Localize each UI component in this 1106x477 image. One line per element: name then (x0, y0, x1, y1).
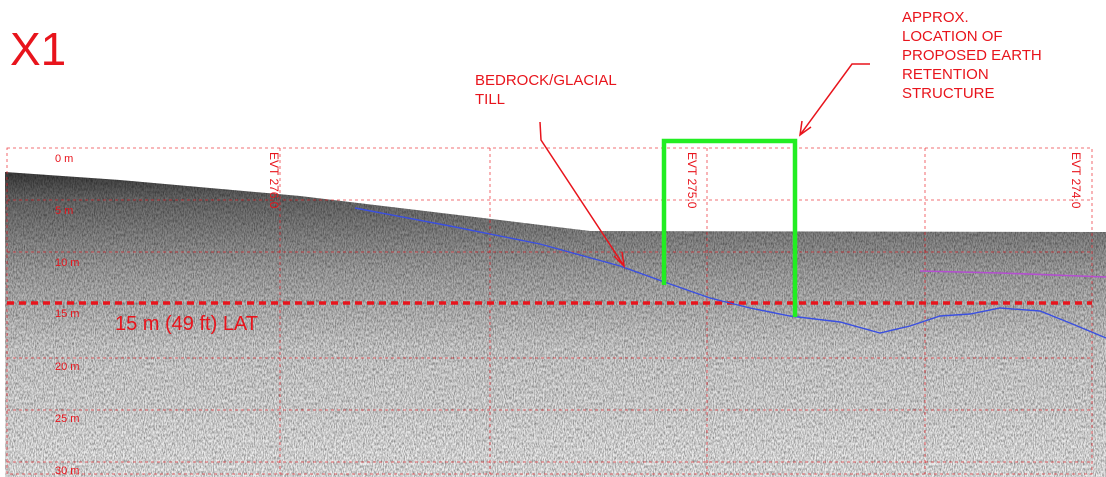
grid (6, 147, 1093, 475)
lat-label: 15 m (49 ft) LAT (115, 313, 258, 335)
depth-label: 20 m (55, 361, 79, 373)
bedrock-line (354, 207, 1106, 339)
annotation: RETENTION (902, 66, 989, 83)
depth-label: 25 m (55, 413, 79, 425)
annotation: PROPOSED EARTH (902, 47, 1042, 64)
annotation: LOCATION OF (902, 28, 1003, 45)
arrows (539, 63, 870, 269)
event-label: EVT 275.0 (685, 152, 699, 209)
depth-label: 15 m (55, 308, 79, 320)
depth-label: 10 m (55, 257, 79, 269)
annotation: TILL (475, 91, 505, 108)
annotation: BEDROCK/GLACIAL (475, 72, 617, 89)
depth-label: 30 m (55, 465, 79, 477)
secondary-reflector (919, 270, 1106, 278)
depth-label: 0 m (55, 153, 73, 165)
depth-label: 5 m (55, 205, 73, 217)
event-label: EVT 276.0 (267, 152, 281, 209)
retention-structure (661, 138, 798, 317)
annotation: STRUCTURE (902, 85, 995, 102)
annotation: APPROX. (902, 9, 969, 26)
title: X1 (10, 23, 66, 75)
event-label: EVT 274.0 (1069, 152, 1083, 209)
